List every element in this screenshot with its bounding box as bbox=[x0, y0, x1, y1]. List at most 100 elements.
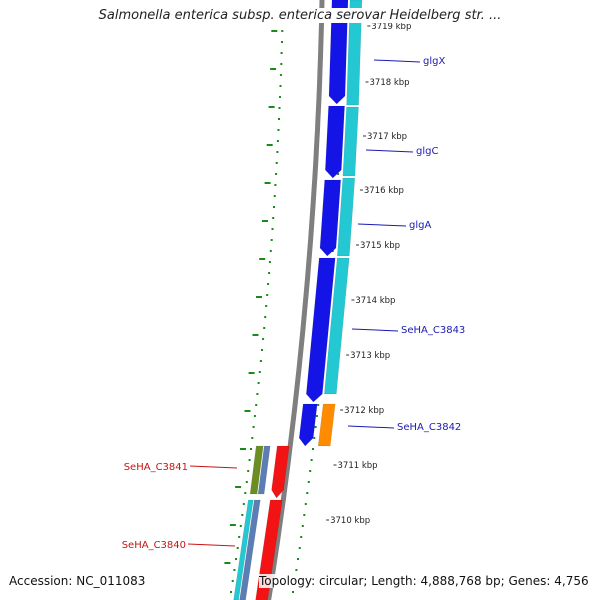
dotted-track-outer bbox=[278, 107, 281, 109]
dotted-track-inner bbox=[313, 437, 316, 439]
dotted-track-inner bbox=[331, 250, 334, 252]
dotted-track-outer bbox=[278, 118, 280, 120]
dotted-track-outer bbox=[245, 481, 248, 483]
dotted-track-inner bbox=[292, 591, 294, 593]
gene-label-leader bbox=[347, 425, 395, 429]
gene-label-leader bbox=[357, 223, 407, 227]
dotted-track-inner bbox=[300, 536, 303, 538]
dotted-track-outer bbox=[277, 129, 280, 131]
ruler-tick-label: 3712 kbp bbox=[344, 406, 384, 416]
dotted-track-outer bbox=[276, 151, 279, 153]
dotted-track-outer bbox=[253, 415, 256, 417]
dotted-track-outer bbox=[251, 437, 254, 439]
dotted-track-inner bbox=[298, 547, 301, 549]
dotted-track-outer bbox=[273, 195, 276, 197]
dotted-track-dash bbox=[271, 30, 278, 32]
gene-features bbox=[233, 0, 363, 600]
dotted-track-dash bbox=[262, 220, 268, 222]
dotted-track-inner bbox=[307, 481, 310, 483]
dotted-track-outer bbox=[252, 426, 255, 428]
backbone-line bbox=[266, 0, 325, 600]
ruler-tick-label: 3716 kbp bbox=[364, 186, 404, 196]
reverse-cds bbox=[324, 257, 350, 395]
gene-label-SeHA_C3840: SeHA_C3840 bbox=[122, 540, 186, 551]
dotted-track-outer bbox=[279, 96, 281, 98]
dotted-track-inner bbox=[314, 426, 317, 428]
dotted-track-dash bbox=[268, 106, 275, 108]
dotted-track-outer bbox=[241, 514, 244, 516]
dotted-track-outer bbox=[256, 393, 259, 395]
dotted-track-outer bbox=[238, 536, 241, 538]
dotted-track-outer bbox=[239, 525, 242, 527]
dotted-track-outer bbox=[268, 272, 271, 274]
ruler-tick-label: 3714 kbp bbox=[355, 296, 395, 306]
dotted-track-outer bbox=[259, 360, 262, 362]
dotted-track-outer bbox=[264, 316, 267, 318]
dotted-track-outer bbox=[266, 294, 269, 296]
gene-label-glgA: glgA bbox=[409, 220, 431, 231]
dotted-track-outer bbox=[272, 217, 275, 219]
genome-backbone bbox=[266, 0, 325, 600]
ruler-tick-label: 3713 kbp bbox=[350, 351, 390, 361]
dotted-track-outer bbox=[275, 162, 278, 164]
dotted-track-dash bbox=[259, 258, 266, 260]
dotted-track-outer bbox=[258, 371, 261, 373]
gene-label-SeHA_C3842: SeHA_C3842 bbox=[397, 422, 461, 433]
gene-SeHA_C3842-fwd-cds bbox=[298, 403, 318, 447]
dotted-track-outer bbox=[269, 250, 272, 252]
dotted-track-inner bbox=[310, 459, 313, 461]
gene-glgA-cds bbox=[319, 179, 341, 257]
ruler-tick-label: 3715 kbp bbox=[360, 241, 400, 251]
gene-label-glgC: glgC bbox=[416, 146, 438, 157]
reverse-cds bbox=[233, 499, 254, 600]
ruler-tick-label: 3711 kbp bbox=[338, 461, 378, 471]
dotted-track-inner bbox=[304, 503, 307, 505]
gene-glgX-cds bbox=[328, 0, 349, 105]
reverse-cds bbox=[342, 106, 359, 177]
orange-cds bbox=[317, 403, 336, 447]
dotted-track-outer bbox=[247, 470, 250, 472]
accession-text: Accession: NC_011083 bbox=[9, 574, 146, 588]
dotted-track-outer bbox=[271, 228, 274, 230]
dotted-track-outer bbox=[235, 558, 237, 560]
dotted-track-dash bbox=[248, 372, 255, 374]
dotted-track-outer bbox=[275, 173, 278, 175]
dotted-track-inner bbox=[337, 173, 340, 175]
ruler-tick-label: 3719 kbp bbox=[371, 22, 411, 32]
gene-label-leader bbox=[373, 59, 421, 63]
dotted-track-outer bbox=[263, 327, 266, 329]
genome-summary-text: Topology: circular; Length: 4,888,768 bp… bbox=[259, 574, 589, 588]
dotted-track-outer bbox=[280, 63, 283, 65]
ruler-tick-label: 3710 kbp bbox=[330, 516, 370, 526]
dotted-track-outer bbox=[233, 569, 236, 571]
steelblue-cds bbox=[239, 499, 261, 600]
dotted-track-outer bbox=[265, 305, 268, 307]
dotted-track-dash bbox=[270, 68, 277, 70]
dotted-track-outer bbox=[230, 591, 232, 593]
dotted-track-outer bbox=[261, 349, 263, 351]
dotted-track-outer bbox=[231, 580, 234, 582]
gene-label-leader bbox=[189, 465, 238, 469]
gene-label-leader bbox=[365, 149, 414, 153]
dotted-track-inner bbox=[312, 448, 314, 450]
gene-label-leader bbox=[351, 328, 399, 332]
dotted-track-inner bbox=[295, 569, 298, 571]
dotted-track-dash bbox=[244, 410, 251, 412]
dotted-track-outer bbox=[244, 492, 247, 494]
dotted-track-outer bbox=[276, 140, 279, 142]
olive-cds bbox=[249, 445, 264, 495]
dotted-track-inner bbox=[303, 514, 306, 516]
dotted-track-outer bbox=[273, 206, 275, 208]
dotted-track-outer bbox=[242, 503, 245, 505]
dotted-track-outer bbox=[279, 74, 282, 76]
kbp-ruler: 3719 kbp 3718 kbp 3717 kbp 3716 kbp 3715 kbp… bbox=[326, 22, 411, 526]
ruler-tick-label: 3717 kbp bbox=[367, 132, 407, 142]
gene-labels: glgX glgC glgA SeHA_C3843 SeHA_C3842 SeHA_C38… bbox=[122, 56, 466, 551]
gene-label-leader bbox=[187, 543, 236, 547]
dotted-track-outer bbox=[279, 85, 282, 87]
dotted-track-outer bbox=[267, 283, 270, 285]
gene-glgC-cds bbox=[325, 105, 345, 179]
dotted-track-inner bbox=[306, 492, 309, 494]
dotted-track-dash bbox=[240, 448, 246, 450]
